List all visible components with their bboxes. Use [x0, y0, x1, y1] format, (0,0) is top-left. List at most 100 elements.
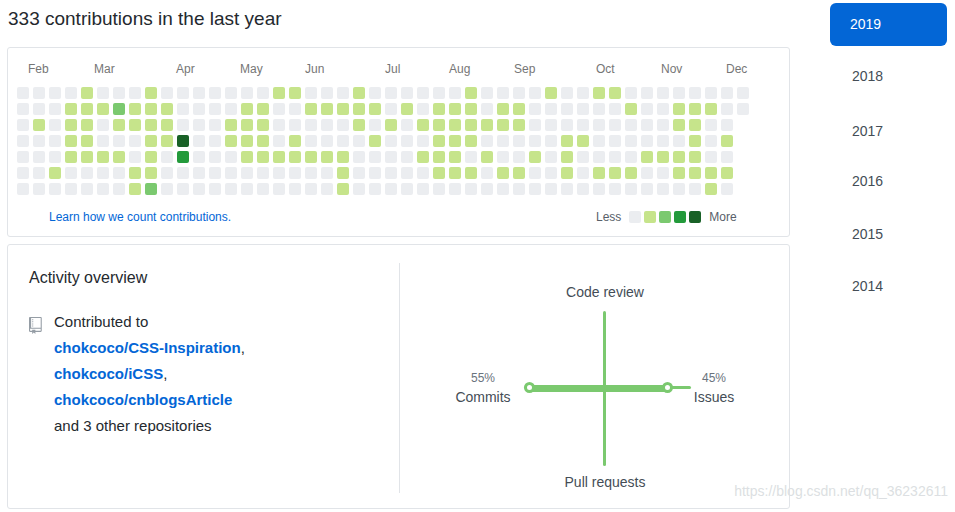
contribution-cell[interactable] — [369, 167, 381, 179]
contribution-cell[interactable] — [113, 103, 125, 115]
contribution-cell[interactable] — [321, 87, 333, 99]
contribution-cell[interactable] — [545, 183, 557, 195]
contribution-cell[interactable] — [657, 183, 669, 195]
contribution-cell[interactable] — [81, 119, 93, 131]
contribution-cell[interactable] — [465, 151, 477, 163]
contribution-cell[interactable] — [305, 119, 317, 131]
contribution-cell[interactable] — [609, 103, 621, 115]
contribution-cell[interactable] — [145, 135, 157, 147]
contribution-cell[interactable] — [257, 103, 269, 115]
contribution-cell[interactable] — [561, 151, 573, 163]
contribution-cell[interactable] — [225, 167, 237, 179]
contribution-cell[interactable] — [673, 87, 685, 99]
contribution-cell[interactable] — [721, 87, 733, 99]
contribution-cell[interactable] — [385, 151, 397, 163]
contribution-cell[interactable] — [513, 119, 525, 131]
contribution-cell[interactable] — [321, 119, 333, 131]
contribution-cell[interactable] — [177, 151, 189, 163]
contribution-cell[interactable] — [385, 167, 397, 179]
contribution-cell[interactable] — [65, 119, 77, 131]
contribution-cell[interactable] — [577, 103, 589, 115]
year-item-2014[interactable]: 2014 — [830, 278, 947, 294]
contribution-cell[interactable] — [209, 103, 221, 115]
contribution-cell[interactable] — [161, 87, 173, 99]
contribution-cell[interactable] — [193, 183, 205, 195]
contribution-cell[interactable] — [273, 183, 285, 195]
contribution-cell[interactable] — [657, 87, 669, 99]
contribution-cell[interactable] — [513, 167, 525, 179]
year-item-2017[interactable]: 2017 — [830, 123, 947, 139]
contribution-cell[interactable] — [497, 167, 509, 179]
contribution-cell[interactable] — [145, 87, 157, 99]
contribution-cell[interactable] — [561, 87, 573, 99]
contribution-cell[interactable] — [337, 135, 349, 147]
contribution-cell[interactable] — [625, 135, 637, 147]
contribution-cell[interactable] — [433, 119, 445, 131]
contribution-cell[interactable] — [513, 103, 525, 115]
contribution-cell[interactable] — [417, 103, 429, 115]
contribution-cell[interactable] — [721, 135, 733, 147]
contribution-cell[interactable] — [129, 103, 141, 115]
contribution-cell[interactable] — [209, 167, 221, 179]
contribution-cell[interactable] — [337, 119, 349, 131]
contribution-cell[interactable] — [401, 135, 413, 147]
contribution-cell[interactable] — [529, 103, 541, 115]
contribution-cell[interactable] — [129, 87, 141, 99]
contribution-cell[interactable] — [161, 135, 173, 147]
contribution-cell[interactable] — [273, 87, 285, 99]
contribution-cell[interactable] — [433, 183, 445, 195]
contribution-cell[interactable] — [625, 151, 637, 163]
contribution-cell[interactable] — [577, 151, 589, 163]
contribution-cell[interactable] — [257, 135, 269, 147]
contribution-cell[interactable] — [97, 151, 109, 163]
contribution-cell[interactable] — [641, 183, 653, 195]
contribution-cell[interactable] — [193, 167, 205, 179]
contribution-cell[interactable] — [129, 119, 141, 131]
contribution-cell[interactable] — [609, 119, 621, 131]
contribution-cell[interactable] — [465, 167, 477, 179]
contribution-cell[interactable] — [65, 167, 77, 179]
contribution-cell[interactable] — [321, 151, 333, 163]
contribution-cell[interactable] — [33, 103, 45, 115]
contribution-cell[interactable] — [289, 119, 301, 131]
contribution-cell[interactable] — [225, 151, 237, 163]
contribution-cell[interactable] — [673, 167, 685, 179]
contribution-cell[interactable] — [481, 151, 493, 163]
contribution-cell[interactable] — [97, 167, 109, 179]
contribution-cell[interactable] — [305, 151, 317, 163]
contribution-cell[interactable] — [241, 103, 253, 115]
contribution-cell[interactable] — [593, 167, 605, 179]
contribution-cell[interactable] — [209, 183, 221, 195]
contribution-cell[interactable] — [561, 183, 573, 195]
contribution-cell[interactable] — [337, 151, 349, 163]
contribution-cell[interactable] — [209, 135, 221, 147]
contribution-cell[interactable] — [305, 103, 317, 115]
contribution-cell[interactable] — [81, 183, 93, 195]
contribution-cell[interactable] — [657, 119, 669, 131]
contribution-cell[interactable] — [369, 183, 381, 195]
contribution-cell[interactable] — [481, 87, 493, 99]
contribution-cell[interactable] — [481, 183, 493, 195]
contribution-cell[interactable] — [449, 119, 461, 131]
contribution-cell[interactable] — [97, 135, 109, 147]
contribution-cell[interactable] — [161, 103, 173, 115]
contribution-cell[interactable] — [65, 87, 77, 99]
contribution-cell[interactable] — [385, 119, 397, 131]
contribution-cell[interactable] — [609, 151, 621, 163]
contribution-cell[interactable] — [385, 103, 397, 115]
contribution-cell[interactable] — [481, 103, 493, 115]
contribution-cell[interactable] — [593, 119, 605, 131]
contribution-cell[interactable] — [513, 135, 525, 147]
contribution-cell[interactable] — [33, 151, 45, 163]
contribution-cell[interactable] — [529, 135, 541, 147]
contribution-cell[interactable] — [657, 135, 669, 147]
contribution-cell[interactable] — [177, 119, 189, 131]
contribution-cell[interactable] — [449, 167, 461, 179]
contribution-cell[interactable] — [401, 119, 413, 131]
contribution-cell[interactable] — [705, 119, 717, 131]
contribution-cell[interactable] — [113, 119, 125, 131]
contribution-cell[interactable] — [113, 167, 125, 179]
contribution-cell[interactable] — [289, 151, 301, 163]
contribution-cell[interactable] — [545, 151, 557, 163]
contribution-cell[interactable] — [577, 87, 589, 99]
